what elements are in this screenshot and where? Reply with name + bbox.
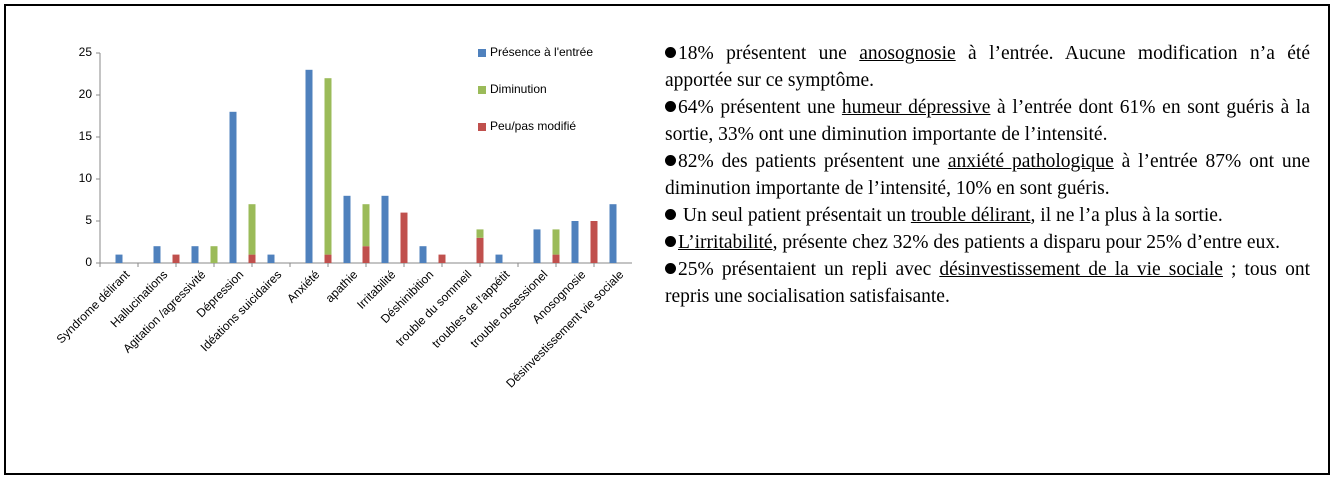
text: Un seul patient présentait un bbox=[678, 205, 911, 226]
bullet: 82% des patients présentent une anxiété … bbox=[665, 148, 1310, 202]
y-tick-label: 25 bbox=[79, 45, 93, 59]
bar bbox=[533, 229, 541, 263]
bar bbox=[362, 246, 370, 263]
bar bbox=[305, 69, 313, 263]
bullet-dot bbox=[665, 155, 676, 166]
bullet-dot bbox=[665, 101, 676, 112]
text: 82% des patients présentent une bbox=[678, 151, 948, 172]
bar bbox=[267, 254, 275, 263]
text: à l’entrée dont 61% en sont guéris à la … bbox=[665, 97, 1310, 145]
bar bbox=[362, 204, 370, 247]
y-tick-label: 15 bbox=[79, 129, 93, 143]
y-tick-label: 10 bbox=[79, 171, 93, 185]
bar bbox=[495, 254, 503, 263]
bullet-list: 18% présentent une anosognosie à l’entré… bbox=[665, 40, 1310, 310]
underlined-text: anxiété pathologique bbox=[947, 151, 1114, 172]
legend-swatch bbox=[478, 123, 486, 131]
legend-swatch bbox=[478, 86, 486, 94]
x-tick-label: Anxiété bbox=[284, 267, 322, 305]
underlined-text: désinvestissement de la vie sociale bbox=[939, 259, 1223, 280]
bar bbox=[191, 246, 199, 263]
text: à l’entrée. Aucune modification n’a été … bbox=[665, 43, 1310, 91]
underlined-text: trouble délirant bbox=[910, 205, 1031, 226]
text: à l’entrée 87% ont une diminution import… bbox=[665, 151, 1310, 199]
bar bbox=[229, 111, 237, 263]
bar bbox=[400, 212, 408, 263]
bar bbox=[609, 204, 617, 263]
y-tick-label: 0 bbox=[85, 255, 92, 269]
bullet-dot bbox=[665, 209, 676, 220]
text: 64% présentent une bbox=[678, 97, 842, 118]
bar bbox=[381, 195, 389, 263]
bar bbox=[419, 246, 427, 263]
bar bbox=[153, 246, 161, 263]
text: 25% présentaient un repli avec bbox=[678, 259, 940, 280]
bar bbox=[438, 254, 446, 263]
bar bbox=[248, 254, 256, 263]
legend-label: Peu/pas modifié bbox=[490, 119, 576, 133]
text: , il ne l’a plus à la sortie. bbox=[1030, 205, 1223, 226]
bar bbox=[552, 229, 560, 255]
bar bbox=[571, 221, 579, 263]
bullet-dot bbox=[665, 47, 676, 58]
bar bbox=[343, 195, 351, 263]
bar bbox=[590, 221, 598, 263]
underlined-text: humeur dépressive bbox=[841, 97, 991, 118]
underlined-text: anosognosie bbox=[859, 43, 956, 64]
bullet-dot bbox=[665, 263, 676, 274]
bar bbox=[172, 254, 180, 263]
bar bbox=[324, 254, 332, 263]
bullet: L’irritabilité, présente chez 32% des pa… bbox=[665, 229, 1310, 256]
bar bbox=[476, 237, 484, 263]
bar bbox=[552, 254, 560, 263]
bar bbox=[115, 254, 123, 263]
y-tick-label: 5 bbox=[85, 213, 92, 227]
y-tick-label: 20 bbox=[79, 87, 93, 101]
legend-label: Présence à l'entrée bbox=[490, 45, 593, 59]
text: 18% présentent une bbox=[678, 43, 860, 64]
bullet: 25% présentaient un repli avec désinvest… bbox=[665, 256, 1310, 310]
legend-label: Diminution bbox=[490, 82, 547, 96]
text: , présente chez 32% des patients a dispa… bbox=[772, 232, 1280, 253]
legend-swatch bbox=[478, 49, 486, 57]
bar bbox=[248, 204, 256, 255]
bullet-dot bbox=[665, 236, 676, 247]
x-tick-label: apathie bbox=[323, 267, 361, 305]
frame bbox=[4, 4, 1330, 475]
bullet: 18% présentent une anosognosie à l’entré… bbox=[665, 40, 1310, 94]
bullet: Un seul patient présentait un trouble dé… bbox=[665, 202, 1310, 229]
bar bbox=[324, 78, 332, 255]
bullet: 64% présentent une humeur dépressive à l… bbox=[665, 94, 1310, 148]
underlined-text: L’irritabilité bbox=[678, 232, 773, 253]
text: ; tous ont repris une socialisation sati… bbox=[665, 259, 1310, 307]
bar bbox=[476, 229, 484, 238]
bar bbox=[210, 246, 218, 263]
